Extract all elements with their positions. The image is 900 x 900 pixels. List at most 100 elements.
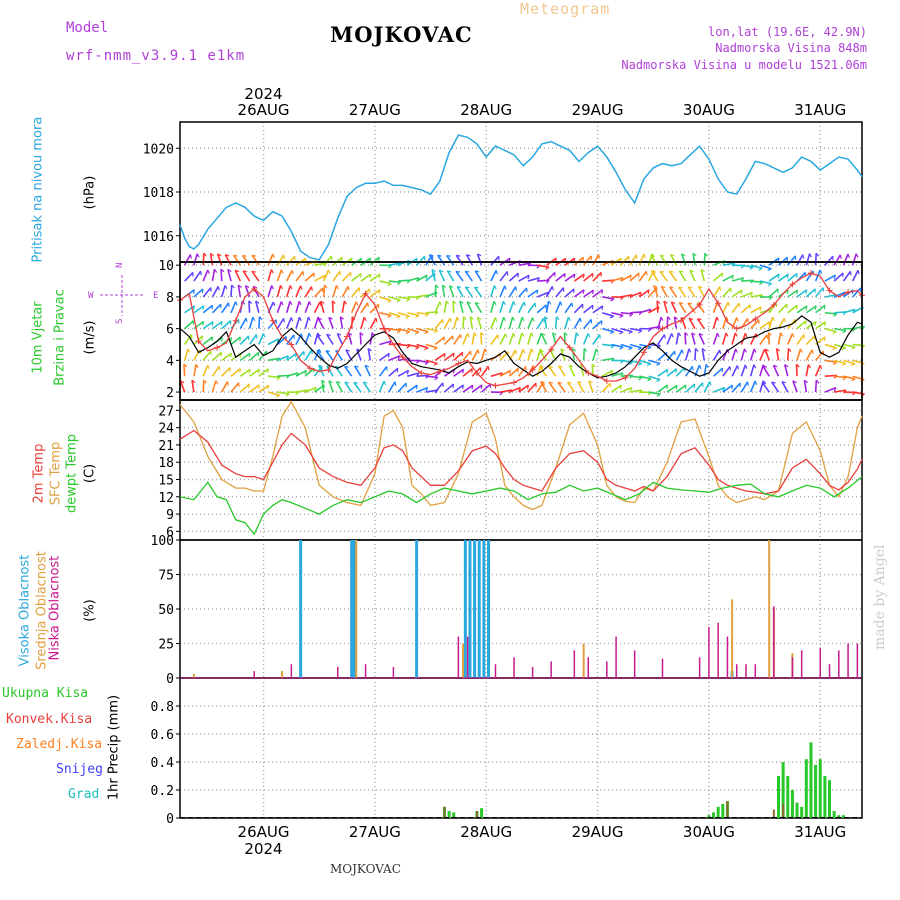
wind-barb <box>824 327 837 333</box>
wind-barb <box>536 291 549 298</box>
wind-barb <box>328 317 334 329</box>
wind-barb-flag <box>195 364 199 369</box>
wind-barb <box>583 255 592 266</box>
wind-barb-flag <box>433 347 438 351</box>
high-cloud-bar <box>473 540 477 678</box>
wind-barb-flag <box>768 296 773 301</box>
day-label-bottom: 30AUG <box>683 823 735 841</box>
wind-barb <box>602 357 615 362</box>
wind-barb <box>499 333 507 345</box>
wind-barb-flag <box>518 387 522 392</box>
wind-barb-flag <box>477 316 482 320</box>
wind-barb <box>304 272 315 282</box>
wind-barb-flag <box>643 253 646 259</box>
wind-barb-flag <box>477 253 482 257</box>
y-tick-label: 6 <box>166 323 174 338</box>
model-value: wrf-nmm_v3.9.1 e1km <box>66 48 246 64</box>
wind-barb <box>499 389 513 393</box>
wind-barb <box>339 316 344 329</box>
wind-barb <box>499 270 508 282</box>
wind-barb-flag <box>841 347 846 351</box>
wind-barb-flag <box>575 332 580 337</box>
gust-marker <box>659 325 666 332</box>
wind-barb <box>285 317 293 329</box>
wind-barb <box>805 270 814 282</box>
wind-barb <box>490 334 499 345</box>
wind-barb-flag <box>189 254 192 259</box>
wind-barb <box>237 284 242 298</box>
wind-barb-flag <box>354 365 359 368</box>
wind-barb <box>334 349 344 361</box>
wind-barb <box>466 301 474 314</box>
wind-barb <box>602 296 615 300</box>
wind-barb-flag <box>424 331 429 335</box>
wind-barb <box>843 308 856 314</box>
wind-barb-flag <box>681 253 686 257</box>
wind-barb <box>285 285 292 298</box>
gust-marker <box>288 341 295 348</box>
wind-barb-flag <box>339 271 342 276</box>
wind-barb-flag <box>567 316 571 321</box>
wind-barb <box>852 343 865 347</box>
wind-barb-flag <box>325 350 331 353</box>
wind-barb <box>453 368 465 377</box>
wind-barb <box>344 381 353 393</box>
wind-barb <box>323 269 330 282</box>
wind-barb <box>722 301 729 314</box>
wind-barb-flag <box>286 355 290 360</box>
wind-barb-flag <box>750 292 754 297</box>
low-cloud-bar <box>745 664 747 678</box>
wind-barb <box>834 389 847 393</box>
wind-barb-flag <box>660 254 665 257</box>
wind-barb <box>211 365 220 377</box>
wind-barb-flag <box>304 370 308 375</box>
model-label: Model <box>66 20 109 36</box>
wind-barb <box>639 308 652 314</box>
low-cloud-bar <box>573 650 576 678</box>
wind-barb-flag <box>545 266 550 270</box>
wind-barb-flag <box>359 332 364 336</box>
wind-barb-flag <box>832 361 838 366</box>
wind-barb <box>353 381 362 393</box>
wind-barb <box>490 301 495 313</box>
wind-barb <box>416 255 426 266</box>
low-cloud-bar <box>494 664 497 678</box>
wind-barb <box>629 272 640 282</box>
wind-barb-flag <box>459 300 464 304</box>
wind-barb <box>321 380 325 393</box>
gust-marker <box>603 377 610 384</box>
wind-barb <box>276 254 285 266</box>
wind-barb-flag <box>744 364 748 369</box>
wind-barb-flag <box>647 289 650 294</box>
wind-barb-flag <box>687 302 693 305</box>
wind-barb-flag <box>319 301 322 307</box>
wind-barb-flag <box>556 316 560 321</box>
wind-barb-flag <box>647 328 652 332</box>
wind-barb <box>268 375 281 379</box>
wind-barb-flag <box>684 384 687 390</box>
wind-barb <box>431 269 436 282</box>
wind-barb <box>620 311 633 315</box>
wind-barb-flag <box>842 377 847 381</box>
wind-barb-flag <box>588 380 593 384</box>
wind-barb <box>611 384 622 393</box>
gust-marker <box>269 317 276 324</box>
wind-barb-flag <box>474 286 479 289</box>
wind-barb <box>476 317 483 329</box>
wind-barb-flag <box>656 379 661 382</box>
wind-barb <box>824 274 836 282</box>
wind-barb <box>397 369 409 377</box>
wind-barb-flag <box>285 393 290 397</box>
wind-barb-flag <box>582 274 585 279</box>
day-label-top: 31AUG <box>794 101 846 119</box>
wind-barb-flag <box>396 315 401 319</box>
wind-barb <box>564 273 576 282</box>
wind-barb-flag <box>664 334 666 339</box>
wind-barb-flag <box>771 381 776 384</box>
wind-barb <box>824 294 837 298</box>
wind-barb-flag <box>599 334 601 339</box>
wind-barb-flag <box>646 363 652 367</box>
wind-barb <box>792 380 798 393</box>
wind-barb-flag <box>276 338 280 343</box>
wind-barb-flag <box>823 336 826 342</box>
